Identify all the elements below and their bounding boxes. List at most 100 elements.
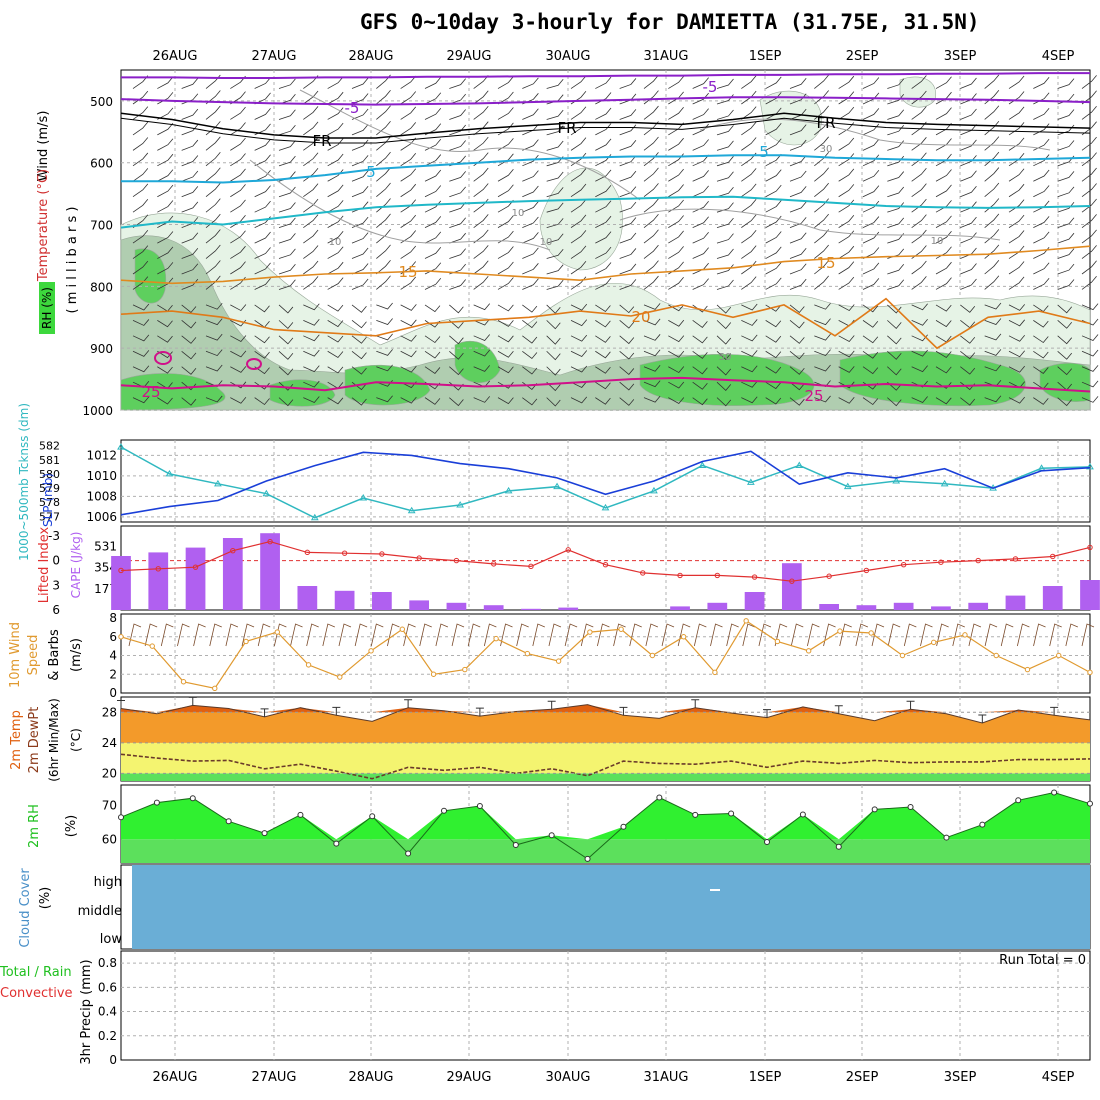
wind-barb	[1081, 167, 1097, 182]
wind-barb	[716, 304, 732, 314]
wind-barb	[303, 106, 319, 120]
wind-barb	[473, 396, 491, 403]
wind-barb	[516, 623, 529, 647]
wind-barb	[327, 169, 344, 182]
thickness-point	[698, 461, 707, 468]
wind-barb	[692, 77, 709, 89]
wind-barb	[952, 623, 965, 647]
wind-barb	[400, 122, 417, 136]
wind-barb	[230, 245, 246, 259]
wind-barb	[449, 335, 464, 345]
wind-barb	[570, 334, 588, 342]
li-point	[1087, 544, 1093, 551]
wind-barb	[303, 183, 319, 198]
wind-barb	[230, 304, 247, 312]
wind-barb	[303, 137, 319, 151]
wind-barb	[327, 246, 344, 259]
wind-barb	[984, 136, 1000, 151]
thickness-point	[940, 479, 949, 487]
wind-barb	[570, 199, 587, 213]
cape-bar	[222, 538, 243, 610]
wind-barb	[132, 396, 150, 404]
wind-barb	[306, 623, 319, 647]
wind-barb	[400, 106, 417, 120]
wind-barb	[546, 304, 561, 314]
wind-barb	[643, 334, 661, 341]
wind-barb	[984, 213, 1000, 228]
wind-barb	[303, 152, 319, 167]
cape-bar	[819, 604, 839, 610]
wind-barb	[181, 263, 199, 275]
ylabel-rh-units: (%)	[64, 815, 79, 838]
li-point	[341, 550, 348, 556]
pressure-tick-label: 900	[90, 342, 113, 356]
wind-barb	[376, 167, 391, 182]
wind-barb	[741, 260, 757, 275]
wind-barb	[595, 277, 612, 290]
wind-barb	[132, 152, 149, 167]
wind-barb	[887, 279, 905, 290]
wind-barb	[376, 120, 391, 136]
wind-barb	[303, 396, 320, 404]
wind-barb	[376, 182, 391, 198]
wind-barb	[643, 167, 659, 182]
wind-barb	[595, 123, 612, 136]
wind-barb	[1033, 623, 1046, 647]
wind-barb	[1057, 397, 1073, 407]
wind-barb	[205, 244, 221, 259]
wind-barb	[181, 350, 197, 360]
wind-barb	[424, 185, 442, 198]
rh-point	[656, 794, 663, 801]
wind-barb	[278, 109, 296, 120]
wind-barb	[273, 623, 287, 647]
wind-barb	[1081, 260, 1097, 275]
wind-barb	[935, 366, 952, 374]
wind-barb	[716, 397, 732, 407]
wind-barb	[254, 350, 270, 359]
wind-barb	[1033, 123, 1050, 136]
wind-barb	[546, 350, 561, 361]
wind-barb	[424, 335, 441, 344]
wind-barb	[1033, 350, 1049, 359]
wind-barb	[500, 623, 513, 647]
wind-barb	[741, 168, 757, 182]
cape-bar	[968, 602, 989, 610]
wind-barb	[1057, 366, 1073, 376]
wind-barb	[327, 200, 344, 213]
wind-barb	[497, 320, 514, 327]
rh-contour-line	[249, 159, 551, 251]
contour-label: 50	[719, 352, 732, 363]
ylabel-barbs: & Barbs	[47, 629, 62, 681]
wind-barb	[254, 108, 271, 120]
precip-panel: 0.8 0.6 0.4 0.2 0	[98, 951, 1090, 1067]
wind-barb	[1033, 366, 1049, 374]
wind-barb	[449, 232, 466, 244]
wind-barb	[230, 350, 247, 358]
contour-label: 15	[816, 254, 835, 272]
wind-barb	[424, 138, 442, 151]
wind-speed-point	[524, 650, 531, 657]
rh-point	[835, 843, 842, 850]
wind-barb	[741, 334, 758, 342]
wind-barb	[911, 167, 927, 182]
rh-shading-area	[539, 167, 623, 271]
rh-point	[871, 806, 878, 813]
wind-barb	[789, 139, 807, 151]
ylabel-10m-wind: 10m Wind	[8, 622, 23, 688]
thickness-tick-label: 579	[39, 482, 60, 495]
wind-barb	[741, 350, 758, 357]
temp-contour-line	[121, 154, 1091, 184]
wind-barb	[789, 381, 805, 391]
wind-barb	[862, 185, 880, 198]
rh-contour-line	[699, 118, 1051, 151]
wind-barb	[400, 350, 417, 358]
top-date-labels: 26AUG 27AUG 28AUG 29AUG 30AUG 31AUG 1SEP 2SEP 3S…	[152, 49, 1074, 64]
wind-barb	[254, 169, 271, 182]
wind-barb	[132, 168, 149, 182]
wind-barb	[473, 349, 491, 357]
cape-bar	[670, 606, 690, 610]
wind-barb	[595, 200, 612, 213]
wind-barb	[710, 623, 723, 647]
wind-barb	[546, 264, 564, 275]
wind-barb	[1033, 335, 1049, 344]
